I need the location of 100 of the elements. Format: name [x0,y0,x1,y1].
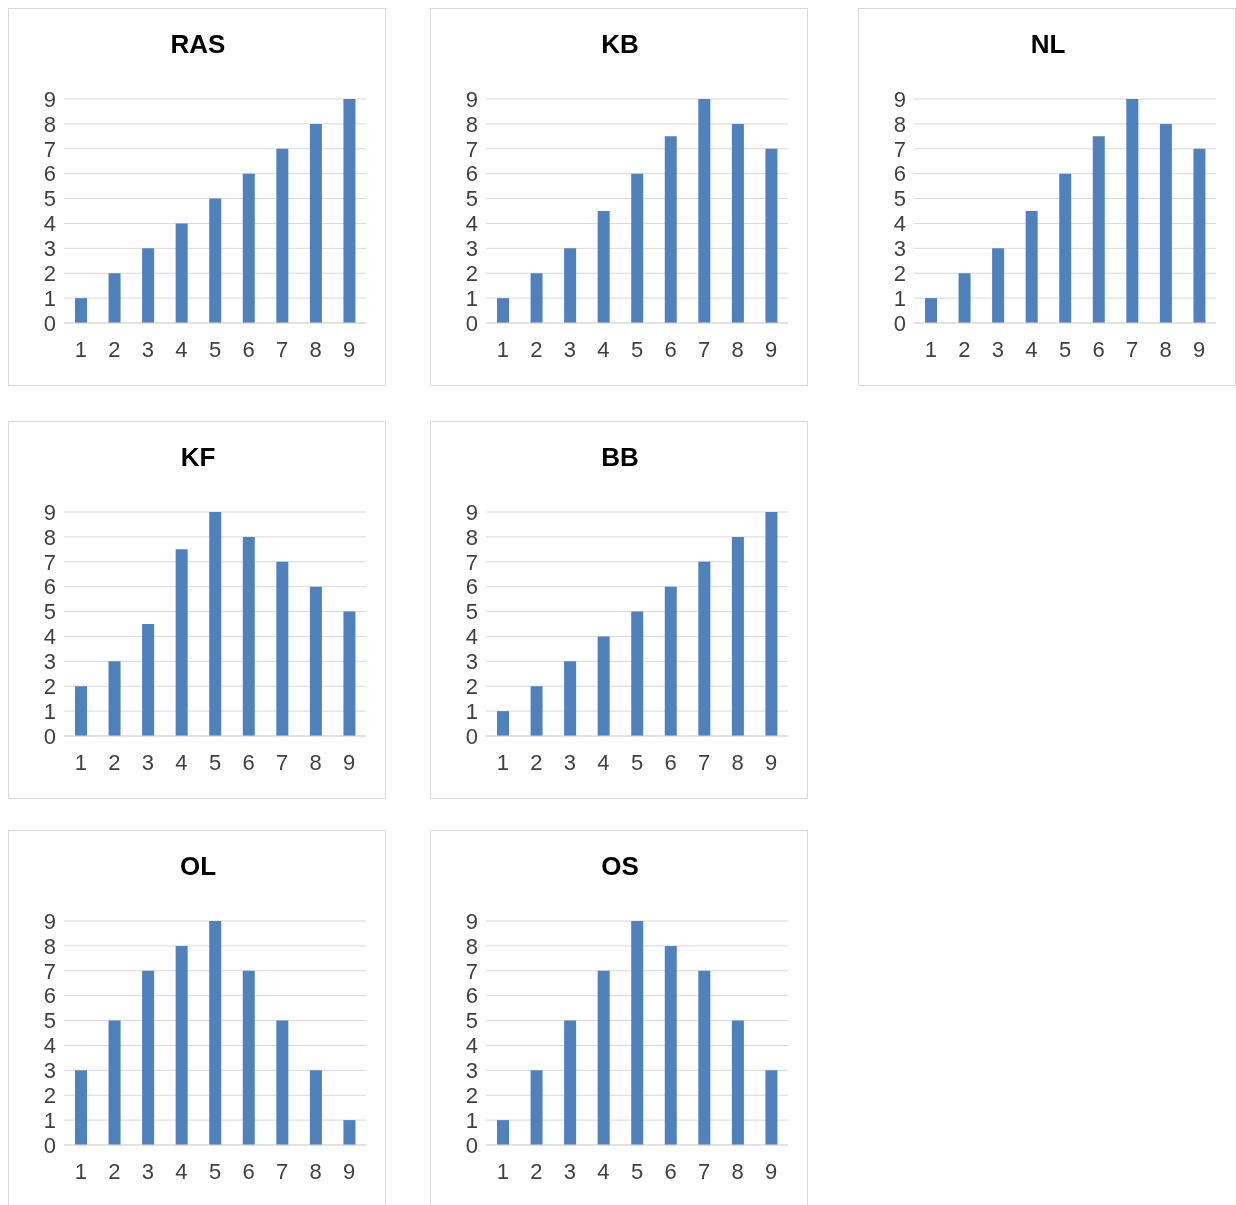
x-tick-label: 1 [74,749,87,775]
y-tick-label: 5 [465,186,478,212]
y-tick-label: 4 [465,211,478,237]
bar [309,123,322,323]
bar [731,1020,744,1145]
y-tick-label: 5 [465,1008,478,1034]
x-tick-label: 9 [1193,336,1206,362]
y-tick-label: 4 [43,1033,56,1059]
chart-title: KF [179,442,217,473]
y-tick-label: 3 [893,236,906,262]
bar [108,1020,121,1145]
y-tick-label: 7 [43,958,56,984]
y-tick-label: 6 [465,983,478,1009]
bar [698,561,711,736]
y-tick-label: 1 [465,285,478,311]
x-tick-label: 8 [731,336,744,362]
x-tick-label: 2 [958,336,971,362]
x-tick-label: 8 [309,336,322,362]
y-tick-label: 5 [43,1008,56,1034]
x-tick-label: 5 [1058,336,1072,362]
bar [497,711,509,736]
y-tick-label: 2 [43,261,56,287]
y-tick-label: 5 [43,186,56,212]
y-tick-label: 9 [43,908,56,934]
x-tick-label: 2 [530,336,543,362]
x-tick-label: 4 [597,336,610,362]
y-tick-label: 7 [465,136,478,162]
y-tick-label: 3 [465,236,478,262]
chart-title: OS [600,851,640,882]
x-tick-label: 4 [175,1158,188,1184]
x-tick-label: 7 [697,1158,711,1184]
bar [209,921,222,1145]
y-tick-label: 8 [465,524,478,550]
bar [276,561,289,736]
y-tick-label: 3 [465,649,478,675]
bar [1059,173,1072,323]
chart-title: NL [1029,29,1067,60]
x-tick-label: 1 [74,336,87,362]
x-tick-label: 4 [175,749,188,775]
x-tick-label: 9 [343,336,356,362]
y-tick-label: 0 [465,1132,478,1158]
bar [698,970,711,1145]
x-tick-label: 5 [630,749,644,775]
y-tick-label: 6 [893,161,906,187]
x-tick-label: 1 [496,749,509,775]
y-tick-label: 2 [43,674,56,700]
x-tick-label: 4 [597,749,610,775]
y-tick-label: 1 [465,1107,478,1133]
y-tick-label: 2 [465,261,478,287]
y-tick-label: 9 [43,499,56,525]
x-tick-label: 7 [275,749,289,775]
y-tick-label: 6 [465,161,478,187]
bar [765,148,778,323]
bar [343,611,356,736]
y-tick-label: 0 [465,310,478,336]
bar [209,198,222,323]
chart-title: KB [600,29,640,60]
y-tick-label: 9 [893,86,906,112]
x-tick-label: 2 [108,1158,121,1184]
bar [564,248,577,323]
bar [276,148,289,323]
x-tick-label: 7 [1125,336,1139,362]
x-tick-label: 9 [343,1158,356,1184]
y-tick-label: 8 [465,111,478,137]
bar [497,1120,509,1145]
x-tick-label: 6 [1092,336,1105,362]
bar [309,586,322,736]
chart-title: RAS [169,29,227,60]
y-tick-label: 6 [43,983,56,1009]
y-tick-label: 3 [43,236,56,262]
bar [175,549,188,736]
bar [597,970,610,1145]
y-tick-label: 8 [43,933,56,959]
bar [75,1070,87,1145]
x-tick-label: 6 [242,336,255,362]
x-tick-label: 8 [731,1158,744,1184]
bar [530,686,543,736]
bar [242,536,255,736]
bar [731,123,744,323]
bar [664,586,677,736]
bar [597,636,610,736]
x-tick-label: 4 [1025,336,1038,362]
x-tick-label: 5 [208,1158,222,1184]
y-tick-label: 9 [465,86,478,112]
y-tick-label: 6 [465,574,478,600]
y-tick-label: 3 [43,649,56,675]
x-tick-label: 7 [275,1158,289,1184]
x-tick-label: 3 [563,1158,577,1184]
bar [698,99,711,323]
x-tick-label: 8 [1159,336,1172,362]
y-tick-label: 2 [465,1083,478,1109]
y-tick-label: 4 [43,211,56,237]
x-tick-label: 6 [664,336,677,362]
bar [530,273,543,323]
bar [664,945,677,1145]
x-tick-label: 8 [309,749,322,775]
x-tick-label: 3 [141,1158,155,1184]
x-tick-label: 5 [630,1158,644,1184]
bar [664,136,677,323]
bar [142,248,155,323]
